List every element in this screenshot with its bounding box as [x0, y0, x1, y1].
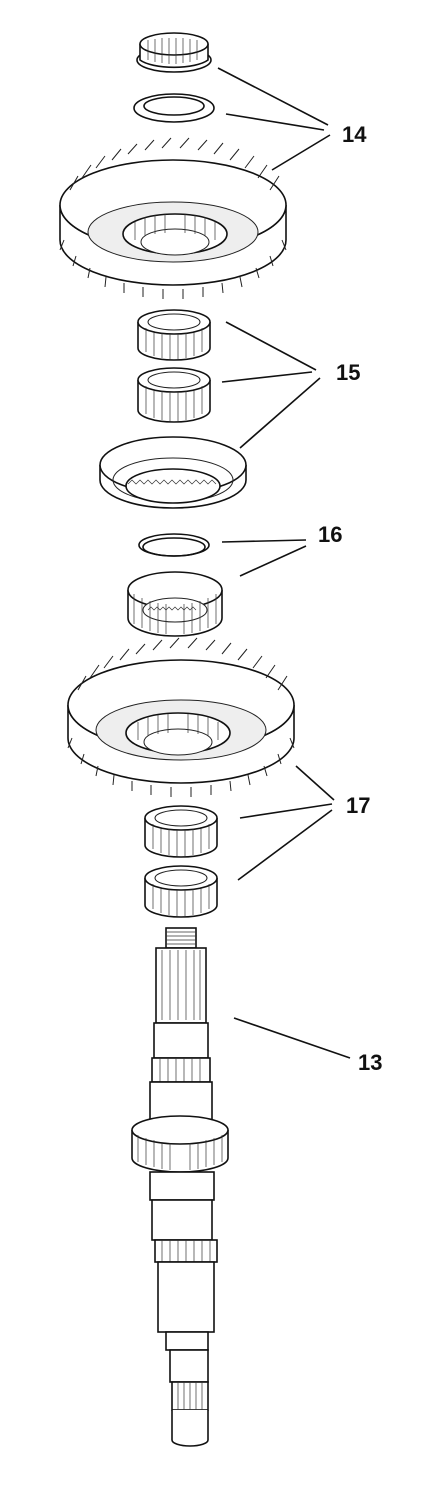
synchro-ring-15 [99, 436, 247, 509]
callout-14: 14 [342, 122, 367, 147]
needle-bearing-15a [137, 309, 211, 361]
callout-13: 13 [358, 1050, 382, 1075]
synchro-hub-16 [127, 571, 223, 637]
helical-gear-lower [67, 637, 295, 797]
thrust-washer [133, 93, 215, 123]
leader-lines [217, 67, 351, 1059]
callout-16: 16 [318, 522, 342, 547]
mainshaft [131, 927, 229, 1447]
callout-15: 15 [336, 360, 360, 385]
needle-bearing-15b [137, 367, 211, 423]
needle-bearing-17b [144, 865, 218, 918]
helical-gear-upper [59, 137, 287, 299]
callout-17: 17 [346, 793, 370, 818]
snap-ring-16 [138, 533, 210, 557]
top-bearing-cage [136, 32, 212, 73]
needle-bearing-17a [144, 805, 218, 858]
